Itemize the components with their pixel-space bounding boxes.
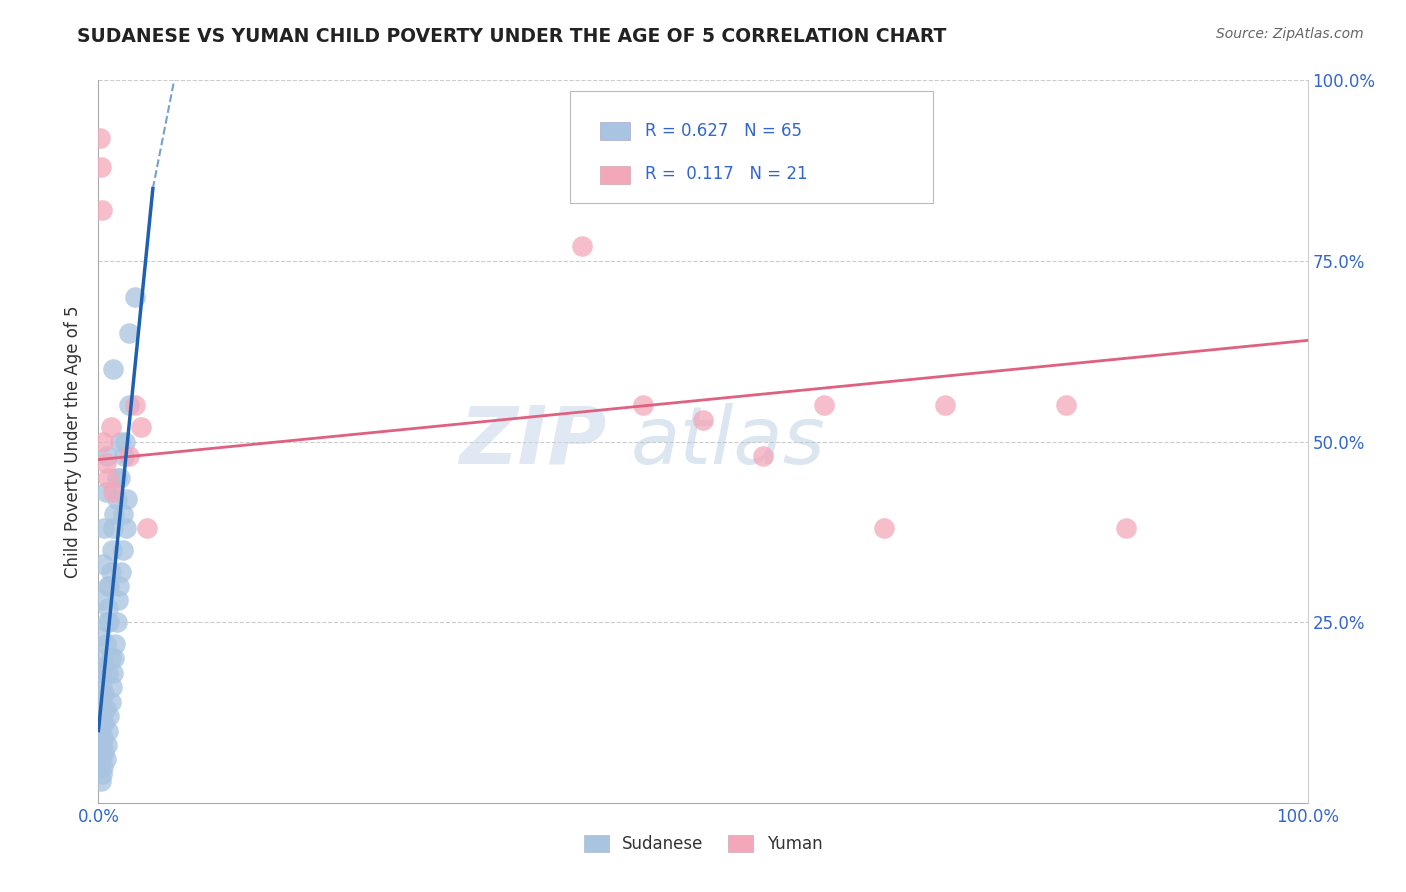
Point: [104, 637, 127, 651]
Point: [89, 738, 111, 752]
Point: [91, 651, 114, 665]
Point: [97, 579, 120, 593]
Text: atlas: atlas: [630, 402, 825, 481]
Point: [101, 485, 124, 500]
Point: [111, 542, 134, 557]
Point: [91, 738, 114, 752]
Point: [112, 449, 135, 463]
Point: [94, 485, 117, 500]
Point: [1115, 521, 1137, 535]
Point: [108, 470, 131, 484]
Point: [100, 695, 122, 709]
Point: [90, 752, 112, 766]
Point: [90, 723, 112, 738]
Point: [124, 290, 146, 304]
Point: [752, 449, 775, 463]
Point: [111, 507, 134, 521]
Point: [571, 239, 593, 253]
Point: [96, 615, 118, 630]
Point: [118, 326, 141, 340]
Point: [91, 709, 114, 723]
Point: [934, 398, 956, 412]
Point: [105, 470, 128, 484]
Point: [97, 600, 120, 615]
Point: [118, 449, 141, 463]
Point: [100, 680, 122, 694]
Point: [108, 434, 131, 449]
Point: [1054, 398, 1077, 412]
Text: Source: ZipAtlas.com: Source: ZipAtlas.com: [1216, 27, 1364, 41]
Point: [129, 420, 152, 434]
Point: [96, 738, 118, 752]
Point: [91, 203, 114, 218]
Point: [90, 665, 112, 680]
Point: [105, 615, 128, 630]
Point: [101, 521, 124, 535]
Point: [124, 398, 146, 412]
Point: [94, 752, 117, 766]
Point: [115, 521, 138, 535]
Point: [91, 731, 114, 745]
Point: [94, 702, 117, 716]
Point: [135, 521, 157, 535]
Point: [90, 160, 112, 174]
Point: [91, 680, 114, 694]
Point: [91, 434, 114, 449]
Text: R =  0.117   N = 21: R = 0.117 N = 21: [645, 165, 807, 183]
Legend: Sudanese, Yuman: Sudanese, Yuman: [576, 828, 830, 860]
Point: [93, 716, 115, 731]
Point: [873, 521, 896, 535]
Point: [89, 131, 111, 145]
Point: [100, 565, 122, 579]
Point: [91, 760, 114, 774]
FancyBboxPatch shape: [600, 122, 630, 140]
Text: ZIP: ZIP: [458, 402, 606, 481]
Point: [91, 593, 114, 607]
Text: R = 0.627   N = 65: R = 0.627 N = 65: [645, 122, 801, 140]
Point: [105, 492, 128, 507]
Point: [117, 492, 139, 507]
Point: [101, 665, 124, 680]
Point: [93, 658, 115, 673]
Point: [89, 709, 111, 723]
Point: [93, 745, 115, 759]
Point: [91, 767, 114, 781]
Point: [91, 558, 114, 572]
Point: [98, 615, 121, 630]
Point: [90, 695, 112, 709]
FancyBboxPatch shape: [569, 91, 932, 203]
Point: [100, 651, 122, 665]
Point: [110, 565, 132, 579]
Point: [97, 470, 120, 484]
Point: [107, 593, 129, 607]
Point: [103, 651, 125, 665]
Point: [97, 665, 120, 680]
Point: [103, 507, 125, 521]
Point: [813, 398, 835, 412]
Point: [93, 687, 115, 701]
FancyBboxPatch shape: [600, 166, 630, 184]
Point: [118, 398, 141, 412]
Y-axis label: Child Poverty Under the Age of 5: Child Poverty Under the Age of 5: [65, 305, 83, 578]
Point: [98, 579, 121, 593]
Point: [94, 637, 117, 651]
Point: [631, 398, 654, 412]
Point: [90, 774, 112, 789]
Text: SUDANESE VS YUMAN CHILD POVERTY UNDER THE AGE OF 5 CORRELATION CHART: SUDANESE VS YUMAN CHILD POVERTY UNDER TH…: [77, 27, 946, 45]
Point: [114, 434, 136, 449]
Point: [100, 420, 122, 434]
Point: [89, 760, 111, 774]
Point: [692, 413, 714, 427]
Point: [97, 723, 120, 738]
Point: [108, 579, 131, 593]
Point: [93, 521, 115, 535]
Point: [96, 449, 118, 463]
Point: [94, 456, 117, 470]
Point: [100, 542, 122, 557]
Point: [98, 709, 121, 723]
Point: [101, 362, 124, 376]
Point: [90, 630, 112, 644]
